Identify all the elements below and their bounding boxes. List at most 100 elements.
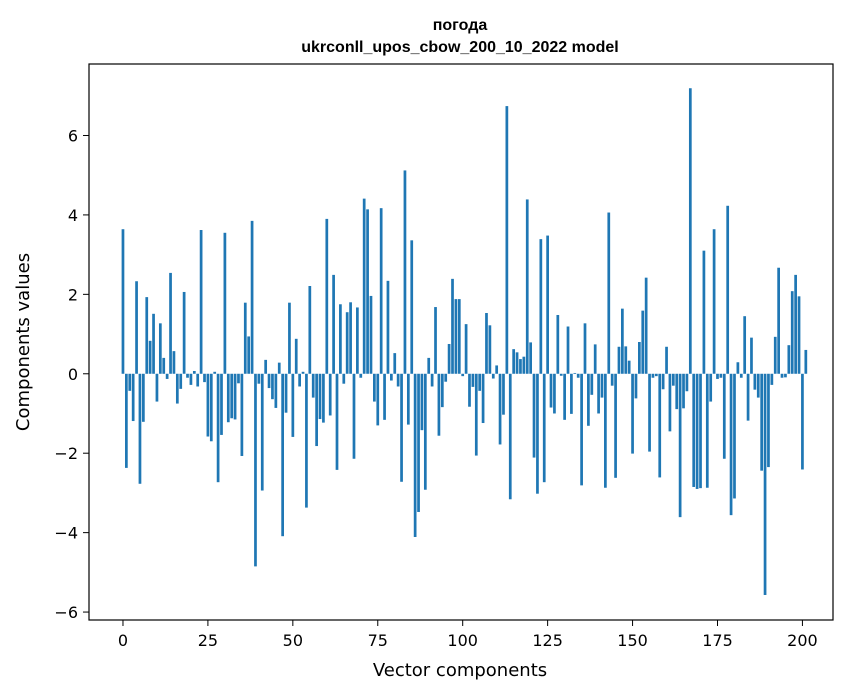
chart-subtitle: ukrconll_upos_cbow_200_10_2022 model [301, 39, 618, 56]
bar-68 [352, 373, 356, 459]
x-tick-label: 50 [283, 631, 303, 650]
bar-51 [294, 338, 298, 374]
bar-11 [158, 323, 162, 374]
bar-26 [209, 373, 213, 442]
bar-92 [434, 307, 437, 374]
bar-178 [726, 205, 730, 374]
y-tick-label: 0 [68, 365, 78, 384]
bar-154 [644, 277, 648, 374]
bar-37 [247, 336, 251, 374]
bar-95 [444, 373, 448, 382]
y-tick-label: −2 [54, 444, 78, 463]
bar-160 [665, 346, 668, 374]
bar-161 [668, 373, 672, 432]
bar-12 [162, 357, 166, 374]
bar-72 [366, 209, 369, 374]
plot-frame [88, 63, 834, 621]
bar-151 [634, 373, 638, 399]
bar-153 [641, 310, 645, 374]
bar-186 [753, 373, 757, 390]
bar-30 [223, 232, 227, 374]
bar-167 [688, 88, 692, 374]
bar-10 [155, 373, 159, 402]
bar-114 [508, 373, 512, 500]
bar-97 [451, 278, 454, 374]
bar-24 [203, 373, 206, 383]
bar-16 [175, 373, 179, 404]
bar-6 [142, 373, 145, 422]
bar-40 [257, 373, 261, 384]
bar-66 [345, 312, 349, 374]
bar-106 [481, 373, 485, 424]
bar-190 [767, 373, 770, 468]
bar-177 [722, 373, 726, 459]
bar-17 [179, 373, 183, 389]
bar-89 [423, 373, 427, 490]
bar-9 [152, 313, 155, 374]
bar-185 [750, 337, 753, 374]
bar-60 [325, 218, 329, 374]
bar-152 [638, 342, 641, 374]
bar-197 [790, 291, 794, 374]
bar-195 [784, 373, 787, 378]
bar-181 [736, 362, 740, 374]
bar-109 [491, 373, 495, 379]
bar-56 [311, 373, 315, 398]
bar-94 [440, 373, 444, 408]
bar-96 [447, 343, 451, 374]
bar-53 [301, 371, 305, 374]
bar-88 [420, 373, 424, 431]
bar-36 [243, 302, 247, 374]
bar-5 [138, 373, 142, 484]
bar-193 [777, 267, 780, 374]
bar-169 [695, 373, 699, 489]
bar-57 [315, 373, 318, 447]
bar-100 [461, 373, 465, 377]
bar-103 [471, 373, 475, 387]
bar-22 [196, 373, 200, 387]
bar-127 [553, 373, 556, 414]
x-tick-label: 175 [702, 631, 733, 650]
bar-130 [563, 373, 566, 420]
bar-168 [692, 373, 696, 487]
bar-74 [373, 373, 376, 402]
bar-146 [617, 346, 621, 374]
bar-149 [627, 360, 631, 374]
bar-50 [291, 373, 295, 437]
bar-41 [260, 373, 264, 491]
bar-171 [702, 250, 706, 374]
bar-85 [410, 240, 414, 374]
bar-48 [284, 373, 288, 413]
bar-122 [536, 373, 539, 494]
bar-142 [604, 373, 607, 488]
bar-47 [281, 373, 284, 537]
bar-23 [199, 230, 203, 374]
bar-125 [546, 235, 549, 374]
bar-90 [427, 357, 431, 374]
bar-163 [675, 373, 679, 410]
bar-191 [770, 373, 774, 385]
bar-184 [746, 373, 750, 421]
bar-21 [192, 370, 196, 374]
bar-145 [614, 373, 617, 478]
bar-155 [648, 373, 651, 452]
bar-4 [135, 281, 138, 374]
bar-76 [379, 208, 383, 374]
bar-73 [369, 295, 373, 374]
bar-137 [587, 373, 590, 426]
x-tick-label: 25 [198, 631, 218, 650]
ticks-layer: 0 25 50 75 100 125 150 175 200 −6 −4 −2 0 2 4 6 [54, 126, 817, 650]
bar-18 [182, 291, 186, 374]
bar-117 [519, 359, 522, 374]
bar-32 [230, 373, 234, 419]
bar-144 [610, 373, 614, 386]
bar-45 [274, 373, 278, 408]
bar-126 [549, 373, 553, 408]
bar-192 [773, 336, 777, 374]
chart-title: погода [433, 17, 488, 34]
bar-148 [624, 346, 628, 374]
bar-115 [512, 349, 516, 374]
bar-128 [556, 314, 560, 374]
bar-133 [573, 372, 577, 374]
